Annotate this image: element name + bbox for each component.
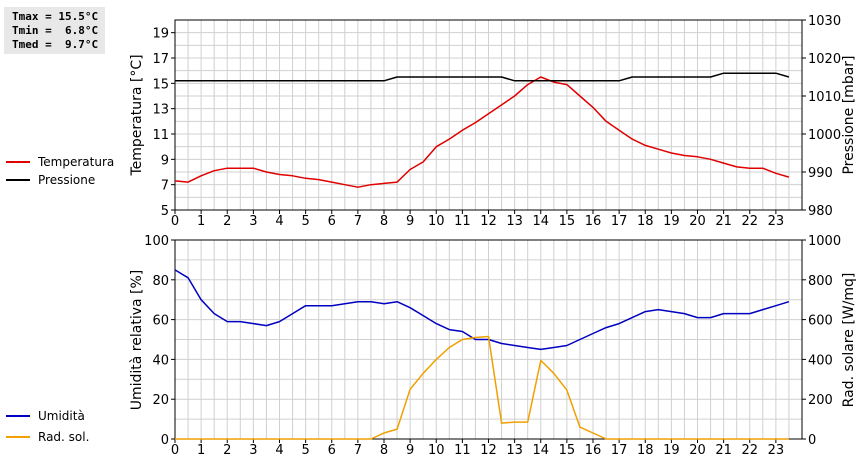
series-line-temperatura xyxy=(174,76,790,188)
y-tick-label-right: 1020 xyxy=(808,52,841,67)
y-tick-label-right: 400 xyxy=(808,353,833,368)
x-tick-label: 4 xyxy=(275,443,283,458)
y-tick-label-left: 80 xyxy=(152,274,169,289)
y-axis-title-right: Pressione [mbar] xyxy=(841,55,857,174)
x-tick-label: 16 xyxy=(585,443,602,458)
x-tick-label: 7 xyxy=(354,214,362,229)
y-tick-label-left: 60 xyxy=(152,314,169,329)
y-tick-label-left: 40 xyxy=(152,353,169,368)
y-tick-label-left: 0 xyxy=(161,433,169,448)
y-tick-label-right: 0 xyxy=(808,433,816,448)
x-tick-label: 23 xyxy=(768,214,785,229)
x-tick-label: 7 xyxy=(354,443,362,458)
y-tick-label-left: 7 xyxy=(161,179,169,194)
legend-label: Temperatura xyxy=(37,155,114,169)
y-axis-title-right: Rad. solare [W/mq] xyxy=(841,273,857,408)
x-tick-label: 13 xyxy=(506,214,523,229)
series-line-pressione xyxy=(175,72,790,82)
chart-panel-2: 0 1 2 3 4 5 6 7 8 9 10 11 12 13 14 15 16 17 18 19 20 21 22 2302… xyxy=(6,234,857,458)
legend-label: Umidità xyxy=(38,409,85,423)
x-tick-label: 17 xyxy=(611,214,628,229)
x-tick-label: 3 xyxy=(249,443,257,458)
x-tick-label: 1 xyxy=(197,443,205,458)
x-tick-label: 3 xyxy=(249,214,257,229)
y-axis-title-left: Temperatura [°C] xyxy=(129,54,145,176)
x-tick-label: 12 xyxy=(480,214,497,229)
x-tick-label: 22 xyxy=(741,443,758,458)
y-tick-label-left: 13 xyxy=(152,103,169,118)
legend-label: Pressione xyxy=(38,173,95,187)
x-tick-label: 2 xyxy=(223,214,231,229)
tmax-stat: Tmax = 15.5°C xyxy=(12,10,99,23)
series-line-rad-sol- xyxy=(175,335,789,440)
y-tick-label-right: 200 xyxy=(808,393,833,408)
y-tick-label-left: 5 xyxy=(161,204,169,219)
x-tick-label: 21 xyxy=(715,443,732,458)
x-tick-label: 22 xyxy=(741,214,758,229)
x-tick-label: 21 xyxy=(715,214,732,229)
y-tick-label-right: 1010 xyxy=(808,90,841,105)
x-tick-label: 20 xyxy=(689,214,706,229)
y-tick-label-right: 800 xyxy=(808,274,833,289)
x-tick-label: 9 xyxy=(406,443,414,458)
chart-panel-1: 0 1 2 3 4 5 6 7 8 9 10 11 12 13 14 15 16 17 18 19 20 21 22 2357… xyxy=(6,14,857,229)
y-tick-label-left: 9 xyxy=(161,153,169,168)
x-tick-label: 19 xyxy=(663,443,680,458)
y-tick-label-right: 1030 xyxy=(808,14,841,29)
x-tick-label: 14 xyxy=(532,443,549,458)
y-tick-label-right: 600 xyxy=(808,314,833,329)
x-tick-label: 2 xyxy=(223,443,231,458)
series-line-umidit- xyxy=(174,269,790,351)
y-tick-label-right: 1000 xyxy=(808,234,841,249)
y-tick-label-right: 1000 xyxy=(808,128,841,143)
x-tick-label: 8 xyxy=(380,443,388,458)
x-tick-label: 0 xyxy=(171,214,179,229)
x-tick-label: 1 xyxy=(197,214,205,229)
x-tick-label: 8 xyxy=(380,214,388,229)
x-tick-label: 13 xyxy=(506,443,523,458)
y-tick-label-right: 980 xyxy=(808,204,833,219)
x-tick-label: 16 xyxy=(585,214,602,229)
x-tick-label: 5 xyxy=(301,443,309,458)
y-tick-label-right: 990 xyxy=(808,166,833,181)
stats-box: Tmax = 15.5°C Tmin = 6.8°C Tmed = 9.7°C xyxy=(4,7,105,54)
x-tick-label: 14 xyxy=(532,214,549,229)
tmed-stat: Tmed = 9.7°C xyxy=(12,38,99,51)
legend-label: Rad. sol. xyxy=(38,430,89,444)
x-tick-label: 11 xyxy=(454,214,471,229)
x-tick-label: 18 xyxy=(637,443,654,458)
tmin-stat: Tmin = 6.8°C xyxy=(12,24,99,37)
y-axis-title-left: Umidità relativa [%] xyxy=(129,270,145,411)
x-tick-label: 18 xyxy=(637,214,654,229)
y-tick-label-left: 11 xyxy=(152,128,169,143)
x-tick-label: 0 xyxy=(171,443,179,458)
x-tick-label: 11 xyxy=(454,443,471,458)
x-tick-label: 6 xyxy=(328,214,336,229)
y-tick-label-left: 17 xyxy=(152,52,169,67)
x-tick-label: 23 xyxy=(768,443,785,458)
x-tick-label: 15 xyxy=(559,214,576,229)
x-tick-label: 9 xyxy=(406,214,414,229)
y-tick-label-left: 15 xyxy=(152,77,169,92)
y-tick-label-left: 19 xyxy=(152,27,169,42)
x-tick-label: 10 xyxy=(428,443,445,458)
y-tick-label-left: 20 xyxy=(152,393,169,408)
x-tick-label: 17 xyxy=(611,443,628,458)
x-tick-label: 10 xyxy=(428,214,445,229)
y-tick-label-left: 100 xyxy=(144,234,169,249)
x-tick-label: 4 xyxy=(275,214,283,229)
x-tick-label: 20 xyxy=(689,443,706,458)
x-tick-label: 5 xyxy=(301,214,309,229)
x-tick-label: 12 xyxy=(480,443,497,458)
x-tick-label: 15 xyxy=(559,443,576,458)
x-tick-label: 6 xyxy=(328,443,336,458)
x-tick-label: 19 xyxy=(663,214,680,229)
